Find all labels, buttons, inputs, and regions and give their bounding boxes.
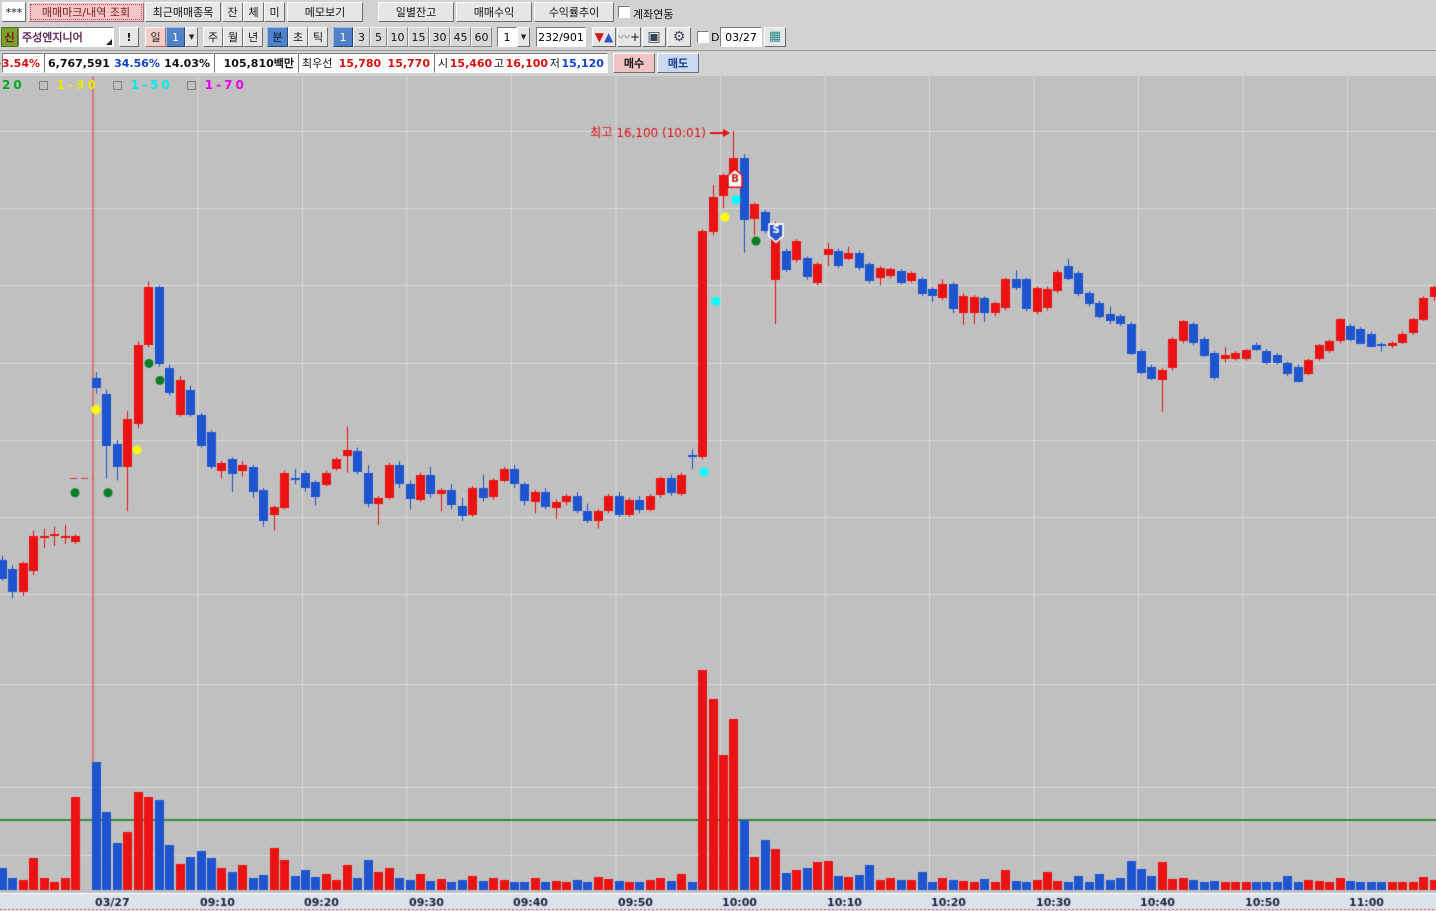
ma-50-checkbox[interactable] xyxy=(112,80,122,90)
stock-name-field[interactable]: 주성엔지니어 xyxy=(18,27,114,47)
ma-70-checkbox[interactable] xyxy=(186,80,196,90)
recent-trades-button[interactable]: 최근매매종목 xyxy=(145,2,221,22)
turnover-percent: 34.56% xyxy=(114,56,160,70)
mi-button[interactable]: 미 xyxy=(264,2,285,22)
save-button[interactable]: ▣ xyxy=(642,27,666,47)
alert-button[interactable]: ! xyxy=(119,27,139,47)
calendar-button[interactable]: ▦ xyxy=(764,27,786,47)
settings-button[interactable]: ⚙ xyxy=(667,27,691,47)
d-checkbox[interactable] xyxy=(697,31,709,43)
best-quote-field: 최우선 15,780 15,770 xyxy=(298,53,434,73)
bar-counter-field: 232/901 xyxy=(536,27,586,47)
period-year-button[interactable]: 년 xyxy=(243,27,263,47)
trade-marks-icon: ▼▲ xyxy=(594,30,614,44)
period-month-button[interactable]: 월 xyxy=(223,27,243,47)
best-ask: 15,780 xyxy=(338,56,382,70)
quote-row: +3.54% 6,767,591 34.56% 14.03% 105,810백만… xyxy=(0,51,1436,77)
high-value: 16,100 xyxy=(505,56,549,70)
unit-select-dropdown[interactable]: ▼ xyxy=(517,27,530,47)
period-second-button[interactable]: 초 xyxy=(288,27,308,47)
new-stock-badge: 신 xyxy=(1,27,18,47)
trendline-tool-button[interactable]: 〰+ xyxy=(617,27,641,47)
daily-balance-button[interactable]: 일별잔고 xyxy=(378,2,454,22)
star-button[interactable]: *** xyxy=(2,2,26,22)
interval-45-button[interactable]: 45 xyxy=(450,27,471,47)
d-label: D xyxy=(711,31,720,44)
low-value: 15,120 xyxy=(561,56,604,70)
period-day-button[interactable]: 일 xyxy=(145,27,166,47)
chart-canvas[interactable] xyxy=(0,76,1436,911)
interval-10-button[interactable]: 10 xyxy=(387,27,408,47)
chevron-down-icon: ▼ xyxy=(520,33,527,41)
low-label: 저 xyxy=(549,57,560,70)
account-link-label: 계좌연동 xyxy=(633,8,674,21)
amount-value: 105,810백만 xyxy=(223,57,294,70)
period-tick-button[interactable]: 틱 xyxy=(308,27,328,47)
open-label: 시 xyxy=(438,57,449,70)
ma-legend: 20 1-30 1-50 1-70 xyxy=(2,78,247,92)
interval-3-button[interactable]: 3 xyxy=(353,27,370,47)
ratio-percent: 14.03% xyxy=(164,56,210,70)
resize-corner-icon xyxy=(106,39,112,45)
trade-profit-button[interactable]: 매매수익 xyxy=(456,2,532,22)
save-icon: ▣ xyxy=(647,29,661,45)
change-percent-field: +3.54% xyxy=(0,53,44,73)
date-field[interactable]: 03/27 xyxy=(720,27,762,47)
period-minute-button[interactable]: 분 xyxy=(267,27,288,47)
chevron-down-icon: ▼ xyxy=(188,33,195,41)
calendar-icon: ▦ xyxy=(768,29,782,44)
interval-5-button[interactable]: 5 xyxy=(370,27,387,47)
top-toolbar: *** 매매마크/내역 조회 최근매매종목 잔 체 미 메모보기 일별잔고 매매… xyxy=(0,0,1436,25)
ma-70-label: 1-70 xyxy=(204,78,247,92)
interval-15-button[interactable]: 15 xyxy=(408,27,429,47)
account-link-checkbox[interactable] xyxy=(618,6,630,18)
interval-60-button[interactable]: 60 xyxy=(471,27,492,47)
ma-50-label: 1-50 xyxy=(130,78,173,92)
memo-button[interactable]: 메모보기 xyxy=(287,2,363,22)
trade-marks-toggle-button[interactable]: ▼▲ xyxy=(592,27,616,47)
sell-button[interactable]: 매도 xyxy=(657,53,699,73)
high-label: 고 xyxy=(493,57,504,70)
change-percent: +3.54% xyxy=(0,56,40,70)
unit-select-field[interactable]: 1 xyxy=(497,27,517,47)
open-value: 15,460 xyxy=(449,56,493,70)
volume-value: 6,767,591 xyxy=(48,56,110,70)
buy-button[interactable]: 매수 xyxy=(613,53,655,73)
gear-icon: ⚙ xyxy=(672,29,686,45)
day-count-box[interactable]: 1 xyxy=(166,27,185,47)
volume-field: 6,767,591 34.56% 14.03% xyxy=(44,53,214,73)
amount-field: 105,810백만 xyxy=(214,53,298,73)
interval-1-button[interactable]: 1 xyxy=(333,27,353,47)
jan-button[interactable]: 잔 xyxy=(222,2,243,22)
interval-30-button[interactable]: 30 xyxy=(429,27,450,47)
profit-trend-button[interactable]: 수익률추이 xyxy=(534,2,614,22)
ma-30-label: 1-30 xyxy=(56,78,99,92)
trade-mark-history-button[interactable]: 매매마크/내역 조회 xyxy=(28,2,144,22)
che-button[interactable]: 체 xyxy=(243,2,264,22)
stock-name: 주성엔지니어 xyxy=(22,31,83,44)
ma-20-label: 20 xyxy=(2,78,25,92)
best-label: 최우선 xyxy=(302,57,333,70)
ma-30-checkbox[interactable] xyxy=(38,80,48,90)
ohl-field: 시 15,460 고 16,100 저 15,120 xyxy=(434,53,608,73)
trendline-plus-icon: 〰+ xyxy=(617,30,641,44)
period-week-button[interactable]: 주 xyxy=(203,27,223,47)
best-bid: 15,770 xyxy=(387,56,430,70)
chart-toolbar: 신 주성엔지니어 ! 일 1 ▼ 주 월 년 분 초 틱 1 3 5 10 15… xyxy=(0,25,1436,51)
day-count-dropdown[interactable]: ▼ xyxy=(185,27,198,47)
